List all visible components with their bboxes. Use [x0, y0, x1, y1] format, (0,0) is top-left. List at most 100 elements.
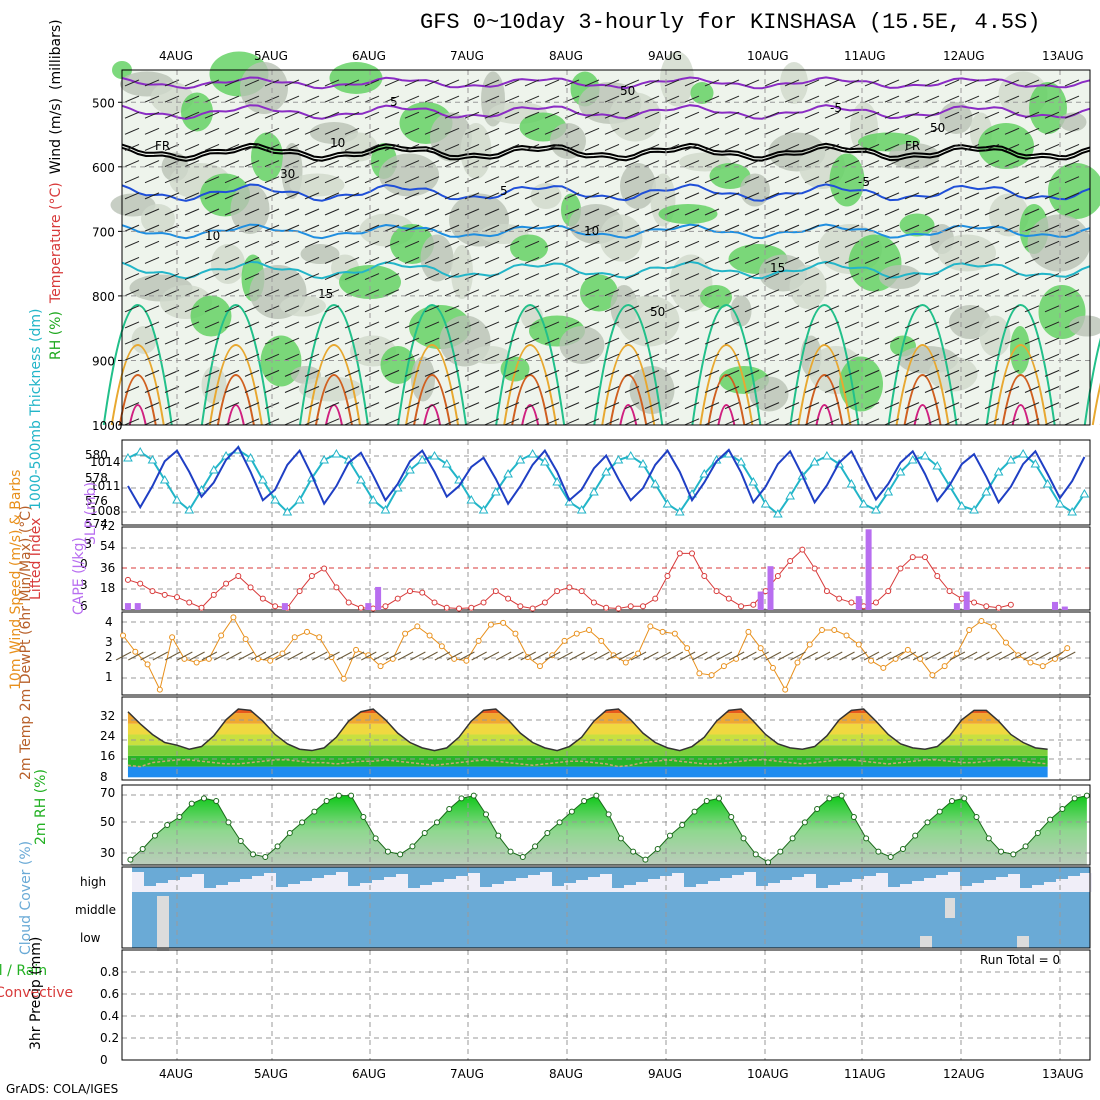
surface-wind-barb	[336, 651, 353, 661]
wind-barb	[1064, 273, 1080, 281]
lifted-index-point	[823, 588, 830, 595]
wind-barb	[144, 289, 160, 297]
wind-barb	[624, 95, 640, 103]
wind-barb	[604, 192, 620, 200]
wind-barb	[384, 305, 400, 313]
wind-barb	[664, 418, 680, 426]
wind-barb	[704, 369, 720, 377]
wind-barb	[964, 418, 980, 426]
wind-barb	[504, 176, 520, 184]
high-cloud-gap	[588, 877, 600, 892]
wind-speed-point	[573, 630, 580, 637]
wind-barb	[404, 402, 420, 410]
wind-barb	[304, 305, 320, 313]
rh-point	[1047, 816, 1054, 823]
rh-point	[765, 859, 772, 866]
wind-barb	[764, 273, 780, 281]
wind-barb	[684, 369, 700, 377]
y-tick-label: 600	[92, 161, 115, 175]
surface-wind-barb	[348, 651, 365, 661]
wind-barb	[924, 160, 940, 168]
thickness-point	[920, 450, 930, 460]
rh-point	[948, 798, 955, 804]
rh-point	[605, 811, 612, 818]
wind-barb	[324, 192, 340, 200]
wind-speed-point	[536, 663, 543, 670]
wind-barb	[844, 386, 860, 393]
high-cloud-gap	[720, 878, 732, 892]
lifted-index-point	[161, 591, 168, 598]
wind-barb	[1024, 337, 1040, 345]
high-cloud-gap	[1008, 874, 1020, 892]
wind-barb	[784, 256, 800, 264]
high-cloud-gap	[540, 872, 552, 892]
wind-barb	[424, 176, 440, 184]
wind-barb	[724, 240, 740, 248]
wind-barb	[944, 240, 960, 248]
thickness-point	[552, 476, 562, 486]
wind-barb	[384, 79, 400, 87]
thickness-point	[123, 452, 133, 462]
wind-barb	[444, 369, 460, 377]
precip-tick: 0.2	[100, 1031, 119, 1045]
lifted-index-point	[848, 599, 855, 606]
wind-barb	[724, 143, 740, 151]
temperature-contour	[397, 304, 468, 426]
wind-barb	[504, 127, 520, 135]
wind-barb	[284, 418, 300, 426]
wind-barb	[864, 418, 880, 426]
cape-tick: 54	[100, 539, 115, 553]
wind-barb	[964, 369, 980, 377]
temperature-contour	[993, 344, 1048, 426]
wind-barb	[204, 176, 220, 184]
wind-barb	[404, 289, 420, 297]
high-cloud-gap	[504, 881, 516, 892]
rh-point	[127, 856, 134, 863]
wind-barb	[784, 79, 800, 87]
wind-barb	[544, 143, 560, 151]
wind-barb	[964, 240, 980, 248]
wind-barb	[444, 192, 460, 200]
surface-wind-barb	[716, 651, 733, 661]
wind-speed-point	[426, 632, 433, 639]
wind-barb	[604, 111, 620, 119]
wind-barb	[364, 256, 380, 264]
wind-barb	[504, 256, 520, 264]
wind-barb	[324, 95, 340, 103]
lifted-index-point	[186, 599, 193, 606]
wind-barb	[384, 127, 400, 135]
wind-speed-point	[487, 621, 494, 628]
lifted-index-point	[958, 595, 965, 602]
rh-patch	[789, 265, 827, 309]
wind-barb	[224, 256, 240, 264]
wind-barb	[324, 369, 340, 377]
wind-speed-point	[193, 659, 200, 666]
y-tick-label: 800	[92, 290, 115, 304]
wind-barb	[904, 289, 920, 297]
high-cloud-gap	[948, 872, 960, 892]
series-line-thickness	[127, 448, 1086, 516]
wind-barb	[744, 208, 760, 216]
rh-patch	[510, 234, 548, 262]
wind-barb	[984, 289, 1000, 297]
wind-barb	[724, 305, 740, 313]
wind-barb	[504, 305, 520, 313]
wind-barb	[604, 353, 620, 361]
wind-barb	[764, 337, 780, 345]
wind-barb	[184, 305, 200, 313]
wind-barb	[984, 176, 1000, 184]
wind-barb	[984, 386, 1000, 393]
wind-barb	[444, 273, 460, 281]
wind-barb	[444, 256, 460, 264]
wind-barb	[584, 79, 600, 87]
wind-barb	[284, 289, 300, 297]
wind-barb	[624, 353, 640, 361]
wind-barb	[344, 321, 360, 329]
thickness-point	[331, 448, 342, 458]
wind-barb	[784, 337, 800, 345]
surface-wind-barb	[140, 651, 156, 661]
thickness-point	[981, 486, 992, 496]
wind-barb	[1044, 192, 1060, 200]
wind-barb	[524, 418, 540, 426]
